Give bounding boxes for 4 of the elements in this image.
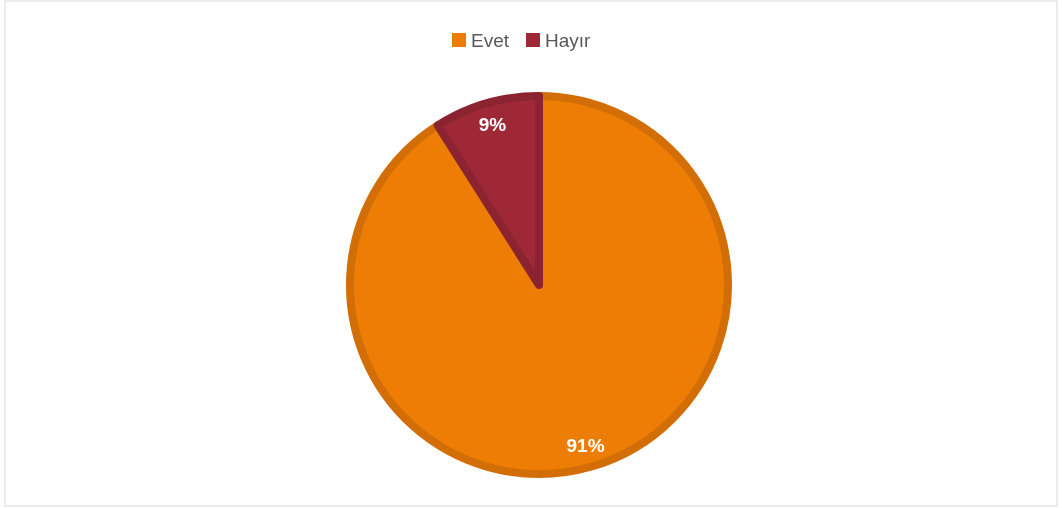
data-label: 91% <box>566 434 605 456</box>
data-label: 9% <box>478 114 507 136</box>
legend-label: Hayır <box>545 29 592 51</box>
legend-label: Evet <box>471 29 510 51</box>
